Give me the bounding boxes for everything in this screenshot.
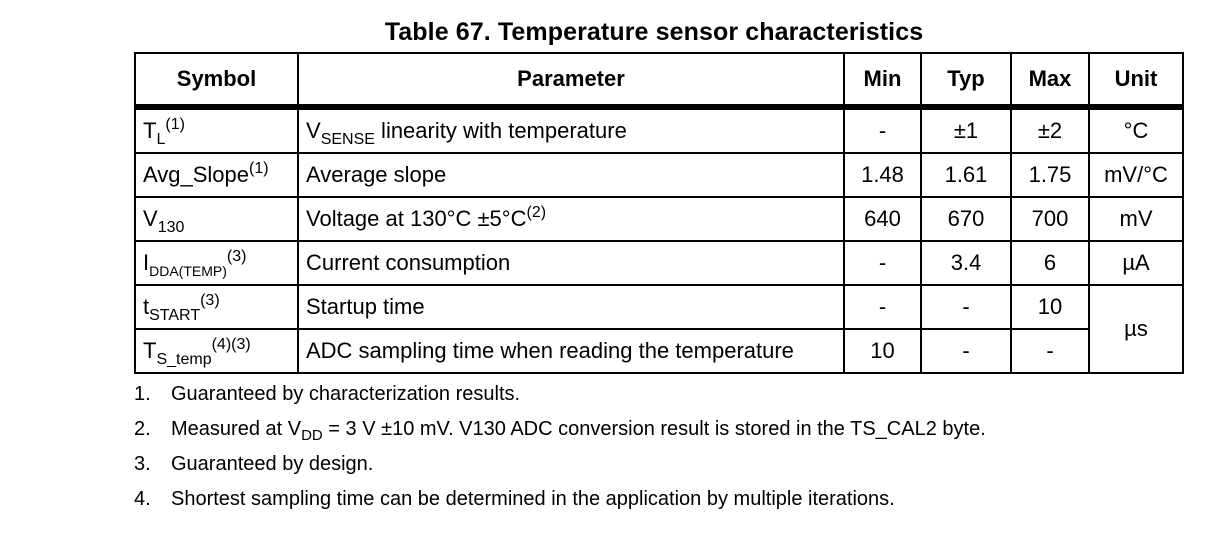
header-max: Max	[1010, 52, 1090, 110]
table-row: V130 Voltage at 130°C ±5°C(2) 640 670 70…	[134, 196, 1184, 242]
min-cell: -	[843, 284, 922, 330]
symbol-main: T	[143, 338, 157, 363]
table-row: TL(1) VSENSE linearity with temperature …	[134, 106, 1184, 154]
symbol-main: T	[143, 118, 157, 143]
unit-cell: mV/°C	[1088, 152, 1184, 198]
footnote-text-a: Shortest sampling time can be determined…	[171, 488, 895, 510]
footnote-text-a: Guaranteed by characterization results.	[171, 383, 521, 405]
footnote-text: Measured at VDD = 3 V ±10 mV. V130 ADC c…	[171, 415, 986, 443]
symbol-cell: TL(1)	[134, 106, 299, 154]
typ-cell: ±1	[920, 106, 1012, 154]
footnote-subscript: DD	[301, 427, 323, 444]
footnote-text-a: Guaranteed by design.	[171, 453, 374, 475]
min-cell: 640	[843, 196, 922, 242]
symbol-main: t	[143, 294, 150, 319]
typ-cell: -	[920, 328, 1012, 374]
table-row: Avg_Slope(1) Average slope 1.48 1.61 1.7…	[134, 152, 1184, 198]
parameter-main: V	[306, 118, 321, 143]
footnote-number: 1.	[134, 383, 151, 405]
typ-cell: 3.4	[920, 240, 1012, 286]
footnote-text-b: = 3 V ±10 mV. V130 ADC conversion result…	[322, 418, 986, 440]
footnote-item: 2. Measured at VDD = 3 V ±10 mV. V130 AD…	[134, 415, 1134, 450]
table-row: TS_temp(4)(3) ADC sampling time when rea…	[134, 328, 1183, 374]
symbol-subscript: S_temp	[156, 351, 212, 368]
characteristics-table: Symbol Parameter Min Typ Max Unit TL(1) …	[134, 52, 1184, 374]
parameter-main: Startup time	[306, 294, 425, 319]
symbol-main: V	[143, 206, 158, 231]
footnote-item: 3. Guaranteed by design.	[134, 450, 1134, 485]
parameter-cell: ADC sampling time when reading the tempe…	[297, 328, 845, 374]
symbol-footnote: (1)	[165, 116, 185, 133]
typ-cell: 670	[920, 196, 1012, 242]
min-cell: 10	[843, 328, 922, 374]
symbol-footnote: (3)	[226, 248, 247, 265]
min-cell: -	[843, 106, 922, 154]
symbol-cell: IDDA(TEMP)(3)	[134, 240, 299, 286]
max-cell: 6	[1010, 240, 1090, 286]
symbol-main: Avg_Slope	[143, 162, 250, 187]
symbol-main: I	[143, 250, 150, 275]
table-row: tSTART(3) Startup time - - 10 µs	[134, 284, 1184, 374]
unit-cell: µA	[1088, 240, 1184, 286]
symbol-cell: Avg_Slope(1)	[134, 152, 299, 198]
parameter-main: Average slope	[306, 162, 447, 187]
footnote-text: Shortest sampling time can be determined…	[171, 485, 895, 513]
max-cell: ±2	[1010, 106, 1090, 154]
symbol-cell: TS_temp(4)(3)	[134, 328, 299, 374]
parameter-main: Voltage at 130°C ±5°C	[306, 206, 527, 231]
symbol-subscript: 130	[157, 219, 185, 236]
parameter-cell: Current consumption	[297, 240, 845, 286]
table-header-row: Symbol Parameter Min Typ Max Unit	[134, 52, 1184, 110]
parameter-cell: Voltage at 130°C ±5°C(2)	[297, 196, 845, 242]
unit-cell: mV	[1088, 196, 1184, 242]
symbol-subscript: DDA(TEMP)	[149, 263, 227, 279]
symbol-subscript: L	[156, 131, 166, 148]
symbol-cell: V130	[134, 196, 299, 242]
parameter-cell: Startup time	[297, 284, 845, 330]
max-cell: 1.75	[1010, 152, 1090, 198]
parameter-rest: linearity with temperature	[374, 118, 627, 143]
table-title: Table 67. Temperature sensor characteris…	[384, 18, 924, 46]
parameter-subscript: SENSE	[320, 131, 375, 148]
footnote-number: 4.	[134, 488, 151, 510]
footnote-text-a: Measured at V	[171, 418, 302, 440]
symbol-footnote: (1)	[249, 160, 269, 177]
footnote-item: 1. Guaranteed by characterization result…	[134, 380, 1134, 415]
parameter-cell: Average slope	[297, 152, 845, 198]
parameter-main: ADC sampling time when reading the tempe…	[306, 338, 794, 363]
footnote-number: 3.	[134, 453, 151, 475]
table-row: IDDA(TEMP)(3) Current consumption - 3.4 …	[134, 240, 1184, 286]
min-cell: 1.48	[843, 152, 922, 198]
parameter-footnote: (2)	[526, 204, 547, 221]
parameter-cell: VSENSE linearity with temperature	[297, 106, 845, 154]
header-symbol: Symbol	[134, 52, 299, 110]
symbol-footnote: (3)	[200, 292, 220, 309]
symbol-footnote: (4)(3)	[211, 336, 251, 353]
header-parameter: Parameter	[297, 52, 845, 110]
symbol-cell: tSTART(3)	[134, 284, 299, 330]
header-unit: Unit	[1088, 52, 1184, 110]
max-cell: -	[1010, 328, 1090, 374]
max-cell: 10	[1010, 284, 1090, 330]
footnote-number: 2.	[134, 418, 151, 440]
min-cell: -	[843, 240, 922, 286]
typ-cell: -	[920, 284, 1012, 330]
header-min: Min	[843, 52, 922, 110]
typ-cell: 1.61	[920, 152, 1012, 198]
unit-cell-merged: µs	[1088, 284, 1184, 374]
header-typ: Typ	[920, 52, 1012, 110]
footnotes: 1. Guaranteed by characterization result…	[134, 380, 1134, 520]
footnote-text: Guaranteed by characterization results.	[171, 380, 520, 408]
footnote-text: Guaranteed by design.	[171, 450, 373, 478]
characteristics-table-container: Symbol Parameter Min Typ Max Unit TL(1) …	[134, 52, 1184, 374]
unit-cell: °C	[1088, 106, 1184, 154]
footnote-item: 4. Shortest sampling time can be determi…	[134, 485, 1134, 520]
max-cell: 700	[1010, 196, 1090, 242]
symbol-subscript: START	[149, 307, 201, 324]
parameter-main: Current consumption	[306, 250, 511, 275]
